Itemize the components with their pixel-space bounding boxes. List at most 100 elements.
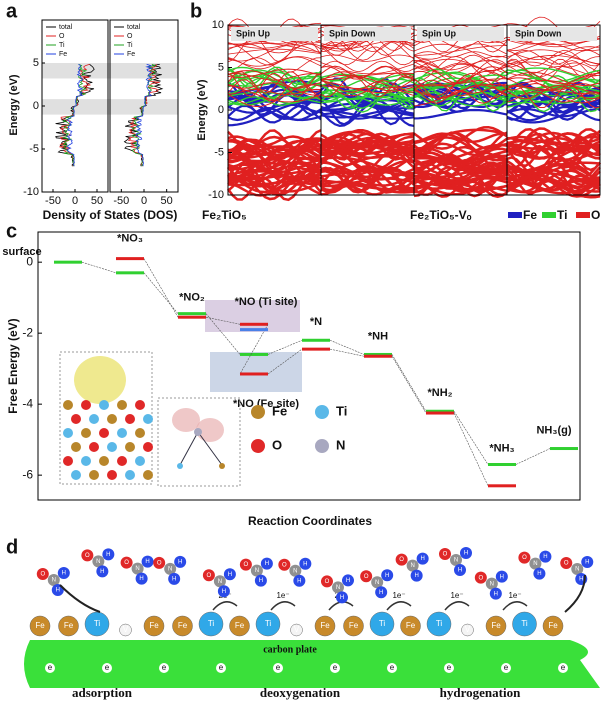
molecule-label: O xyxy=(207,573,212,579)
molecule-atom xyxy=(81,549,94,562)
legend-label: O xyxy=(591,208,600,222)
energy-level xyxy=(240,352,268,356)
legend-swatch xyxy=(315,439,329,453)
band-line xyxy=(413,108,508,120)
y-tick-label: 5 xyxy=(33,57,39,69)
molecule-label: H xyxy=(106,552,110,558)
legend-label: O xyxy=(272,437,282,452)
band-line xyxy=(320,79,415,88)
connector xyxy=(267,339,303,355)
band-line xyxy=(227,77,322,95)
band-line xyxy=(506,105,601,122)
transfer-label: 1e⁻ xyxy=(276,591,289,600)
band-line xyxy=(227,56,322,67)
molecule-label: H xyxy=(379,590,383,596)
band-line xyxy=(320,89,415,98)
molecule-atom xyxy=(47,574,60,587)
legend-swatch xyxy=(576,212,590,218)
band-line xyxy=(320,83,415,110)
connector xyxy=(143,258,179,318)
molecule-atom xyxy=(581,556,594,569)
arrow xyxy=(502,601,528,611)
stage-label: hydrogenation xyxy=(440,685,521,700)
electron xyxy=(216,663,226,673)
molecule-atom xyxy=(360,570,373,583)
band-line xyxy=(320,141,415,158)
molecule-label: N xyxy=(410,563,414,569)
band-line xyxy=(506,46,601,61)
band-line xyxy=(506,58,601,78)
y-tick-label: -10 xyxy=(208,189,224,201)
molecule-label: H xyxy=(259,578,263,584)
surface-atom xyxy=(400,615,421,637)
molecule-label: H xyxy=(346,578,350,584)
atom xyxy=(107,442,117,452)
molecule-label: H xyxy=(228,572,232,578)
legend-label: Ti xyxy=(127,42,133,49)
band-line xyxy=(506,144,601,170)
legend-label: Fe xyxy=(272,403,287,418)
molecule-label: N xyxy=(52,578,56,584)
band-line xyxy=(413,63,508,71)
electron xyxy=(330,663,340,673)
molecule-label: O xyxy=(40,572,45,578)
molecule-label: H xyxy=(172,576,176,582)
material-label: Fe₂TiO₅-Vₒ xyxy=(410,208,472,222)
electron-label: e xyxy=(447,663,452,672)
connector xyxy=(515,448,551,465)
molecule-atom xyxy=(571,563,584,576)
electron-label: e xyxy=(504,663,509,672)
step-label: *NO (Ti site) xyxy=(235,296,298,308)
atom xyxy=(107,414,117,424)
atom xyxy=(125,442,135,452)
molecule-label: H xyxy=(178,559,182,565)
atom xyxy=(125,414,135,424)
electron xyxy=(558,663,568,673)
energy-level xyxy=(426,409,454,413)
molecule-label: N xyxy=(533,561,537,567)
atom-label: Ti xyxy=(436,619,443,628)
connector xyxy=(391,356,427,414)
legend-label: Ti xyxy=(336,403,347,418)
y-tick-label: 5 xyxy=(218,61,224,73)
step-label: *NH₃ xyxy=(489,442,514,454)
panel-label: c xyxy=(6,220,17,242)
charge-density xyxy=(196,418,224,442)
surface-atom xyxy=(229,615,250,637)
molecule-atom xyxy=(474,571,487,584)
band-line xyxy=(506,127,601,156)
molecule-label: O xyxy=(282,562,287,568)
molecule-atom xyxy=(168,572,181,585)
x-tick-label: 50 xyxy=(91,195,103,207)
band-line xyxy=(227,138,322,166)
band-line xyxy=(227,174,322,201)
legend-label: Fe xyxy=(127,51,135,58)
x-axis-label: Density of States (DOS) xyxy=(43,208,178,222)
surface-atom xyxy=(426,611,452,637)
band-line xyxy=(320,96,415,104)
band-line xyxy=(506,71,601,86)
band-line xyxy=(227,69,322,86)
atom xyxy=(117,428,127,438)
column-label: Spin Down xyxy=(329,28,376,38)
band-line xyxy=(506,66,601,76)
molecule-atom xyxy=(141,555,154,568)
molecule-label: N xyxy=(454,558,458,564)
molecule-label: N xyxy=(375,580,379,586)
molecule-label: H xyxy=(222,589,226,595)
molecule-atom xyxy=(560,557,573,570)
surface-atom xyxy=(172,615,193,637)
atom xyxy=(135,456,145,466)
molecule-label: H xyxy=(579,577,583,583)
atom-label: Fe xyxy=(178,621,188,630)
atom-label: Fe xyxy=(406,621,416,630)
stage-label: deoxygenation xyxy=(260,685,341,700)
molecule-atom xyxy=(120,556,133,569)
column-label-bg xyxy=(510,27,597,41)
molecule-atom xyxy=(485,577,498,590)
energy-level xyxy=(488,463,516,467)
molecule-atom xyxy=(533,567,546,580)
energy-level xyxy=(240,328,268,332)
atom xyxy=(89,470,99,480)
